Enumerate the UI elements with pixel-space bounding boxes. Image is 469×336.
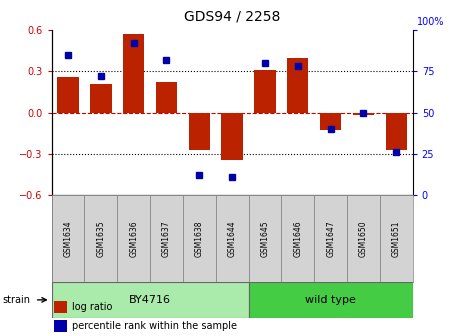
Bar	[189, 113, 210, 150]
Text: GSM1634: GSM1634	[63, 220, 73, 257]
Bar	[84, 195, 117, 282]
Text: strain: strain	[2, 295, 30, 305]
Text: GSM1646: GSM1646	[293, 220, 303, 257]
Bar	[90, 84, 112, 113]
Bar	[52, 282, 249, 318]
Text: percentile rank within the sample: percentile rank within the sample	[72, 321, 237, 331]
Bar	[150, 195, 183, 282]
Bar	[287, 58, 309, 113]
Bar	[221, 113, 243, 160]
Bar	[254, 70, 276, 113]
Bar	[380, 195, 413, 282]
Text: GSM1638: GSM1638	[195, 220, 204, 257]
Text: GSM1650: GSM1650	[359, 220, 368, 257]
Bar	[347, 195, 380, 282]
Text: GSM1644: GSM1644	[227, 220, 237, 257]
Text: wild type: wild type	[305, 295, 356, 305]
Bar	[249, 282, 413, 318]
Bar	[183, 195, 216, 282]
Text: BY4716: BY4716	[129, 295, 171, 305]
Bar	[320, 113, 341, 130]
Text: GSM1636: GSM1636	[129, 220, 138, 257]
Bar	[54, 300, 67, 312]
Bar	[54, 320, 67, 332]
Text: log ratio: log ratio	[72, 302, 112, 311]
Bar	[52, 195, 84, 282]
Bar	[249, 195, 281, 282]
Text: GSM1647: GSM1647	[326, 220, 335, 257]
Bar	[156, 82, 177, 113]
Text: GSM1635: GSM1635	[96, 220, 106, 257]
Bar	[216, 195, 249, 282]
Bar	[314, 195, 347, 282]
Bar	[281, 195, 314, 282]
Text: 100%: 100%	[417, 17, 445, 28]
Text: GSM1651: GSM1651	[392, 220, 401, 257]
Text: GSM1645: GSM1645	[260, 220, 270, 257]
Bar	[353, 113, 374, 115]
Bar	[123, 34, 144, 113]
Text: GSM1637: GSM1637	[162, 220, 171, 257]
Bar	[57, 77, 79, 113]
Text: GDS94 / 2258: GDS94 / 2258	[184, 9, 280, 24]
Bar	[386, 113, 407, 150]
Bar	[117, 195, 150, 282]
